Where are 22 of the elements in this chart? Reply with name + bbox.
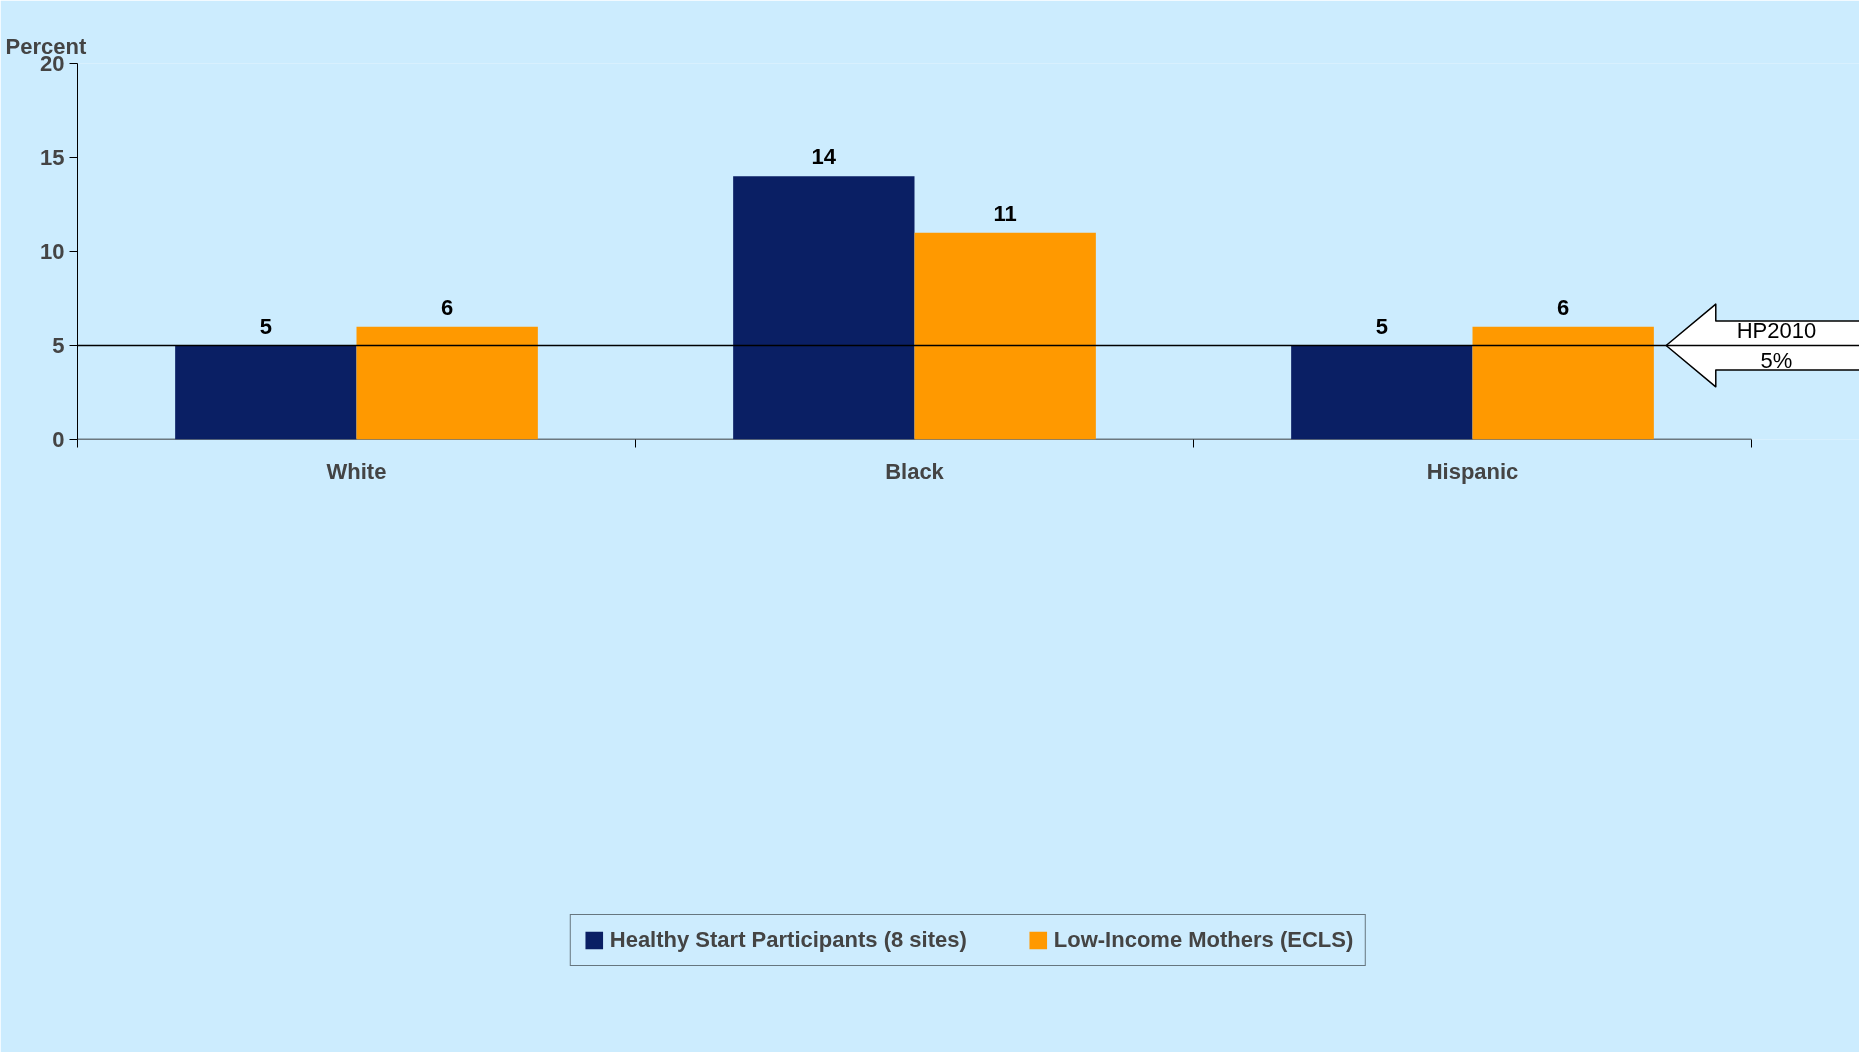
data-label: 6 [1557, 294, 1570, 320]
bar [914, 232, 1096, 440]
bar [1291, 345, 1473, 440]
x-tick-label: Black [885, 458, 945, 484]
legend-label: Low-Income Mothers (ECLS) [1053, 927, 1354, 954]
ref-line-label: HP2010 5% [1736, 318, 1817, 373]
bar [1472, 326, 1654, 440]
y-tick-label: 5 [52, 333, 65, 358]
bar [356, 326, 538, 440]
y-tick-label: 0 [52, 427, 65, 452]
y-tick-label: 15 [40, 145, 65, 170]
bar [175, 345, 357, 440]
data-label: 5 [1375, 313, 1388, 339]
x-tick-label: Hispanic [1426, 458, 1519, 484]
data-label: 6 [441, 294, 454, 320]
legend-label: Healthy Start Participants (8 sites) [609, 927, 967, 954]
x-tick-label: White [326, 458, 387, 484]
data-label: 11 [993, 200, 1017, 226]
data-label: 5 [259, 313, 272, 339]
data-label: 14 [811, 144, 837, 170]
bar [733, 176, 915, 440]
y-tick-label: 10 [40, 239, 65, 264]
